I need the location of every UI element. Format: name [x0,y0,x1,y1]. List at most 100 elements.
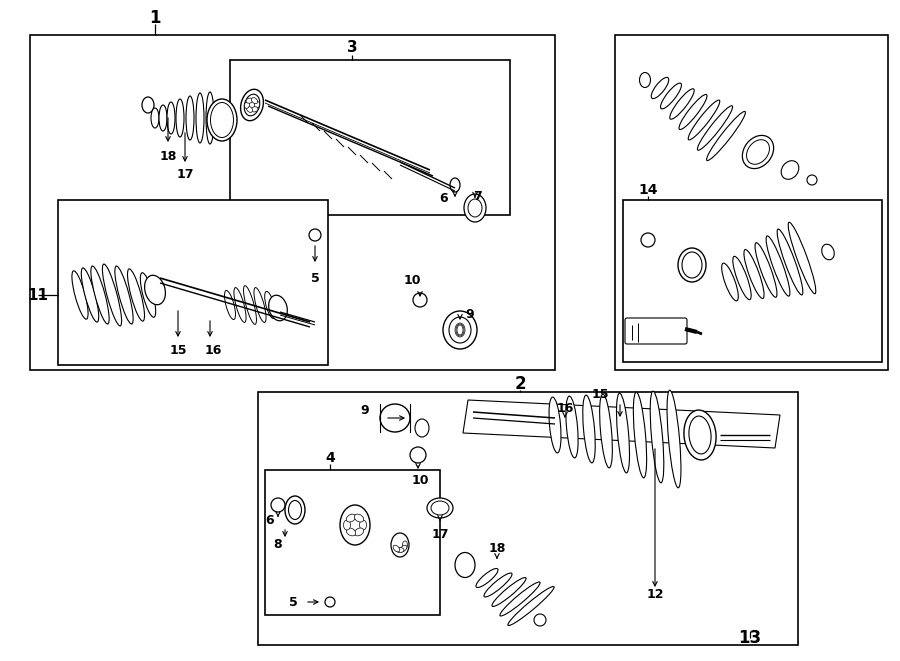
Ellipse shape [746,139,769,165]
Ellipse shape [455,323,465,337]
Text: 13: 13 [738,629,761,647]
Ellipse shape [224,290,236,319]
Ellipse shape [744,249,764,299]
Ellipse shape [91,266,109,324]
Ellipse shape [755,243,777,297]
Ellipse shape [355,514,364,522]
Ellipse shape [207,99,237,141]
Text: 17: 17 [176,169,194,182]
Ellipse shape [415,419,429,437]
Ellipse shape [245,102,249,108]
Bar [623,200,882,362]
Ellipse shape [151,108,159,128]
FancyBboxPatch shape [625,318,687,344]
Text: 12: 12 [646,588,664,602]
Ellipse shape [688,416,711,454]
Ellipse shape [583,395,595,463]
Ellipse shape [72,271,88,319]
Ellipse shape [549,397,561,453]
Text: 8: 8 [274,539,283,551]
Text: 10: 10 [403,274,421,286]
Bar [615,35,888,370]
Ellipse shape [777,229,803,295]
Bar [258,392,798,645]
Ellipse shape [679,95,707,130]
Ellipse shape [652,77,669,98]
Ellipse shape [682,252,702,278]
Text: 6: 6 [266,514,274,527]
Ellipse shape [346,514,356,522]
Ellipse shape [781,161,799,179]
Ellipse shape [393,545,400,552]
Ellipse shape [81,268,99,322]
Ellipse shape [464,194,486,222]
Ellipse shape [742,136,774,169]
Text: 14: 14 [638,183,658,197]
Ellipse shape [650,391,664,483]
Ellipse shape [254,288,266,323]
Ellipse shape [145,275,166,305]
Ellipse shape [396,547,404,553]
Ellipse shape [616,393,629,473]
Text: 18: 18 [489,541,506,555]
Ellipse shape [186,96,194,140]
Text: 10: 10 [411,473,428,486]
Ellipse shape [167,102,175,134]
Ellipse shape [244,286,256,325]
Ellipse shape [289,500,302,520]
Text: 5: 5 [289,596,297,609]
Circle shape [413,293,427,307]
Circle shape [271,498,285,512]
Ellipse shape [788,222,815,293]
Ellipse shape [128,269,145,321]
Ellipse shape [431,501,449,515]
Ellipse shape [255,102,259,108]
Ellipse shape [402,541,408,549]
Text: 1: 1 [149,9,161,27]
Ellipse shape [456,324,464,336]
Text: 2: 2 [514,375,526,393]
Ellipse shape [457,325,463,335]
Ellipse shape [566,396,578,458]
Ellipse shape [500,582,540,616]
Circle shape [325,597,335,607]
Text: 6: 6 [439,192,448,204]
Ellipse shape [380,404,410,432]
Text: 18: 18 [159,151,176,163]
Text: 3: 3 [346,40,357,56]
Ellipse shape [684,410,716,460]
Ellipse shape [678,248,706,282]
Ellipse shape [450,178,460,192]
Ellipse shape [722,263,738,301]
Ellipse shape [176,99,184,137]
Ellipse shape [484,573,512,597]
Ellipse shape [634,392,646,478]
Ellipse shape [265,292,275,319]
Text: 17: 17 [431,529,449,541]
Ellipse shape [247,106,253,112]
Ellipse shape [391,533,409,557]
Ellipse shape [667,390,681,488]
Bar [58,200,328,365]
Ellipse shape [508,586,554,625]
Ellipse shape [103,264,122,326]
Ellipse shape [269,295,287,321]
Ellipse shape [246,98,253,103]
Ellipse shape [476,568,498,588]
Ellipse shape [251,106,258,112]
Ellipse shape [355,528,364,536]
Ellipse shape [599,394,612,468]
Text: 9: 9 [361,403,369,416]
Ellipse shape [468,199,482,217]
Ellipse shape [285,496,305,524]
Bar [30,35,555,370]
Text: 11: 11 [28,288,49,303]
Ellipse shape [492,578,526,607]
Ellipse shape [400,545,407,552]
Text: 15: 15 [591,389,608,401]
Ellipse shape [670,89,694,119]
Ellipse shape [346,528,356,536]
Text: 9: 9 [465,307,474,321]
Ellipse shape [140,273,156,317]
Ellipse shape [427,498,453,518]
